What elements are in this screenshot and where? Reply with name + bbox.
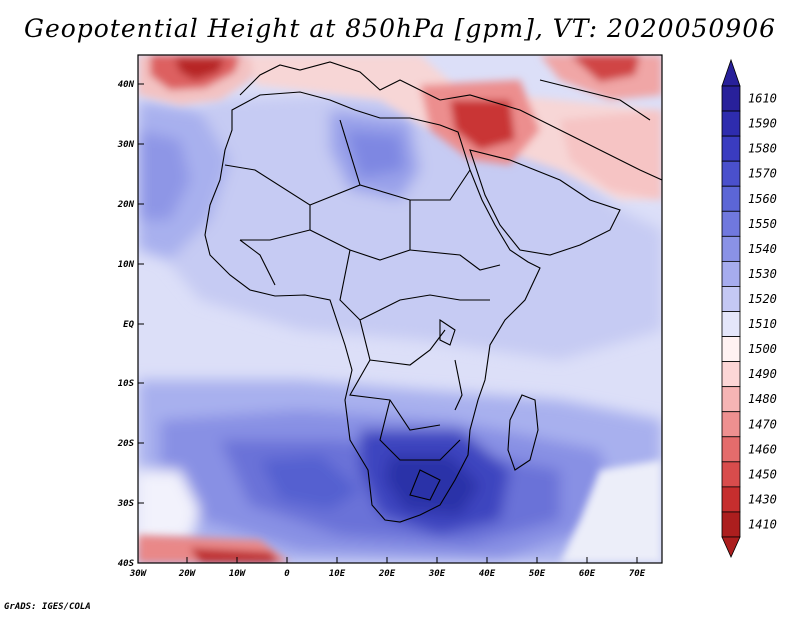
credit-text: GrADS: IGES/COLA xyxy=(4,602,91,612)
colorbar-label: 1520 xyxy=(748,292,777,306)
lat-label: EQ xyxy=(123,320,134,330)
colorbar-label: 1430 xyxy=(748,492,777,506)
axis-ticks xyxy=(138,83,638,563)
lat-label: 20N xyxy=(117,200,135,210)
colorbar: 1610 1590 1580 1570 1560 1550 1540 1530 1520 1510… xyxy=(721,58,777,558)
colorbar-swatch xyxy=(721,486,741,513)
colorbar-swatch xyxy=(721,135,741,162)
colorbar-extend-top xyxy=(721,58,741,87)
map-frame xyxy=(137,54,663,564)
lon-label: 30W xyxy=(129,569,148,579)
lon-label: 40E xyxy=(479,569,496,579)
colorbar-swatch xyxy=(721,336,741,363)
colorbar-swatch xyxy=(721,386,741,413)
latitude-labels: 40N 30N 20N 10N EQ 10S 20S 30S 40S xyxy=(117,80,135,569)
colorbar-swatch xyxy=(721,185,741,212)
height-field xyxy=(138,55,662,563)
colorbar-swatch xyxy=(721,361,741,388)
colorbar-label: 1500 xyxy=(748,342,777,356)
colorbar-swatch xyxy=(721,511,741,538)
colorbar-swatch xyxy=(721,286,741,312)
coastlines xyxy=(204,61,662,523)
colorbar-extend-bottom xyxy=(721,536,741,558)
lon-label: 10W xyxy=(229,569,247,579)
lat-label: 40N xyxy=(118,80,135,90)
colorbar-swatch xyxy=(721,85,741,112)
colorbar-swatch xyxy=(721,110,741,137)
colorbar-label: 1580 xyxy=(748,142,777,156)
colorbar-label: 1560 xyxy=(748,192,777,206)
colorbar-label: 1550 xyxy=(748,217,777,231)
colorbar-label: 1460 xyxy=(748,442,777,456)
colorbar-label: 1530 xyxy=(748,267,777,281)
colorbar-swatch xyxy=(721,461,741,488)
colorbar-label: 1510 xyxy=(748,317,777,331)
colorbar-swatch xyxy=(721,210,741,237)
lon-label: 20E xyxy=(378,569,396,579)
colorbar-label: 1480 xyxy=(748,392,777,406)
colorbar-label: 1590 xyxy=(748,117,777,131)
lon-label: 50E xyxy=(529,569,546,579)
lon-label: 30E xyxy=(428,569,446,579)
colorbar-swatch xyxy=(721,311,741,337)
lon-label: 10E xyxy=(329,569,346,579)
colorbar-label: 1410 xyxy=(748,517,777,531)
colorbar-label: 1570 xyxy=(748,167,777,181)
colorbar-swatch xyxy=(721,160,741,187)
colorbar-swatch xyxy=(721,436,741,463)
map-title: Geopotential Height at 850hPa [gpm], VT:… xyxy=(23,14,777,43)
lon-label: 70E xyxy=(629,569,646,579)
lat-label: 30N xyxy=(117,140,135,150)
colorbar-label: 1450 xyxy=(748,467,777,481)
colorbar-label: 1610 xyxy=(748,92,777,106)
colorbar-swatch xyxy=(721,235,741,262)
lat-label: 40S xyxy=(118,559,135,569)
colorbar-swatch xyxy=(721,411,741,438)
lat-label: 20S xyxy=(117,439,135,449)
colorbar-swatch xyxy=(721,260,741,287)
colorbar-label: 1490 xyxy=(748,367,777,381)
lon-label: 60E xyxy=(579,569,596,579)
lon-label: 20W xyxy=(178,569,197,579)
lat-label: 10S xyxy=(118,379,135,389)
lat-label: 10N xyxy=(118,260,135,270)
lon-label: 0 xyxy=(284,569,290,579)
lat-label: 30S xyxy=(117,499,135,509)
longitude-labels: 30W 20W 10W 0 10E 20E 30E 40E 50E 60E 70… xyxy=(129,569,646,579)
colorbar-label: 1470 xyxy=(748,417,777,431)
colorbar-label: 1540 xyxy=(748,242,777,256)
